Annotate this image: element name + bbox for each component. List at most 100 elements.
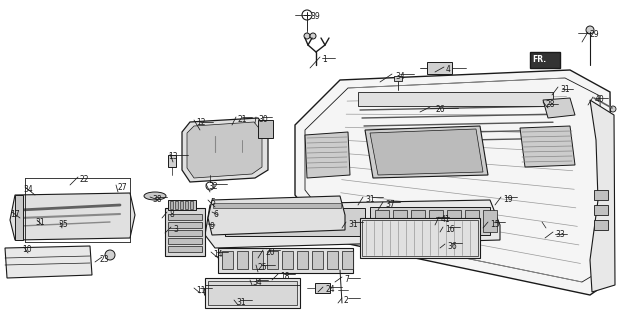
Text: 2: 2 bbox=[344, 296, 349, 305]
Polygon shape bbox=[182, 118, 268, 182]
Circle shape bbox=[391, 98, 394, 100]
Bar bbox=[594, 205, 608, 215]
Text: 33: 33 bbox=[555, 230, 565, 239]
Bar bbox=[483, 210, 497, 232]
Ellipse shape bbox=[144, 192, 166, 200]
Bar bbox=[530, 52, 560, 68]
Text: 17: 17 bbox=[10, 210, 20, 219]
Circle shape bbox=[360, 98, 363, 100]
Text: 14: 14 bbox=[213, 250, 222, 259]
Circle shape bbox=[554, 84, 562, 92]
Circle shape bbox=[586, 26, 594, 34]
Circle shape bbox=[327, 212, 335, 220]
Circle shape bbox=[361, 218, 369, 226]
Polygon shape bbox=[208, 196, 345, 235]
Bar bbox=[594, 190, 608, 200]
Text: 4: 4 bbox=[446, 65, 451, 74]
Bar bbox=[429, 210, 443, 232]
Bar bbox=[205, 278, 300, 308]
Circle shape bbox=[302, 10, 312, 20]
Circle shape bbox=[426, 98, 430, 100]
Text: 38: 38 bbox=[152, 195, 162, 204]
Text: 31: 31 bbox=[560, 85, 570, 94]
Circle shape bbox=[315, 212, 323, 220]
Text: 25: 25 bbox=[258, 263, 268, 272]
Circle shape bbox=[339, 212, 347, 220]
Bar bbox=[218, 248, 353, 273]
Text: 22: 22 bbox=[80, 175, 90, 184]
Circle shape bbox=[610, 106, 616, 112]
Polygon shape bbox=[295, 70, 612, 295]
Text: 18: 18 bbox=[280, 272, 289, 281]
Text: 39: 39 bbox=[310, 12, 320, 21]
Polygon shape bbox=[543, 98, 575, 118]
Text: 7: 7 bbox=[344, 275, 349, 284]
Circle shape bbox=[451, 98, 454, 100]
Circle shape bbox=[453, 233, 467, 247]
Circle shape bbox=[444, 98, 447, 100]
Circle shape bbox=[60, 217, 76, 233]
Bar bbox=[170, 201, 173, 209]
Circle shape bbox=[510, 98, 514, 100]
Circle shape bbox=[468, 98, 472, 100]
Bar bbox=[315, 283, 330, 293]
Polygon shape bbox=[205, 200, 500, 248]
Circle shape bbox=[234, 209, 246, 221]
Text: 23: 23 bbox=[100, 255, 109, 264]
Bar bbox=[168, 155, 176, 167]
Polygon shape bbox=[5, 246, 92, 278]
Text: 11: 11 bbox=[196, 286, 206, 295]
Bar bbox=[358, 92, 553, 106]
Text: FR.: FR. bbox=[532, 55, 546, 64]
Bar bbox=[267, 251, 278, 269]
Text: 31: 31 bbox=[236, 298, 245, 307]
Bar bbox=[240, 222, 244, 226]
Circle shape bbox=[408, 98, 412, 100]
Text: 12: 12 bbox=[196, 118, 206, 127]
Bar bbox=[258, 120, 273, 138]
Circle shape bbox=[105, 250, 115, 260]
Circle shape bbox=[522, 98, 525, 100]
Bar bbox=[360, 218, 480, 258]
Circle shape bbox=[254, 209, 266, 221]
Bar bbox=[465, 210, 479, 232]
Circle shape bbox=[373, 98, 376, 100]
Bar bbox=[282, 251, 293, 269]
Text: 13: 13 bbox=[168, 152, 177, 161]
Circle shape bbox=[303, 212, 311, 220]
Circle shape bbox=[433, 98, 436, 100]
Text: 15: 15 bbox=[490, 220, 499, 229]
Circle shape bbox=[486, 98, 489, 100]
Bar bbox=[312, 251, 323, 269]
Text: 24: 24 bbox=[325, 285, 334, 294]
Circle shape bbox=[366, 98, 370, 100]
Circle shape bbox=[206, 182, 214, 190]
Text: 21: 21 bbox=[238, 115, 247, 124]
Circle shape bbox=[291, 212, 299, 220]
Text: 41: 41 bbox=[441, 215, 451, 224]
Bar bbox=[342, 251, 353, 269]
Circle shape bbox=[457, 98, 460, 100]
Text: 36: 36 bbox=[447, 242, 457, 251]
Bar bbox=[594, 220, 608, 230]
Bar bbox=[228, 212, 288, 220]
Text: 1: 1 bbox=[322, 55, 327, 64]
Bar bbox=[225, 208, 365, 236]
Circle shape bbox=[310, 33, 316, 39]
Text: 31: 31 bbox=[35, 218, 44, 227]
Bar bbox=[447, 210, 461, 232]
Text: 31: 31 bbox=[365, 195, 375, 204]
Bar bbox=[190, 201, 193, 209]
Circle shape bbox=[462, 98, 465, 100]
Text: 30: 30 bbox=[258, 115, 268, 124]
Circle shape bbox=[227, 137, 257, 167]
Text: 10: 10 bbox=[22, 245, 32, 254]
Text: 32: 32 bbox=[208, 182, 218, 191]
Circle shape bbox=[351, 212, 359, 220]
Circle shape bbox=[402, 98, 405, 100]
Text: 6: 6 bbox=[214, 210, 219, 219]
Bar bbox=[222, 251, 233, 269]
Bar bbox=[228, 222, 232, 226]
Bar bbox=[237, 251, 248, 269]
Text: 35: 35 bbox=[58, 220, 68, 229]
